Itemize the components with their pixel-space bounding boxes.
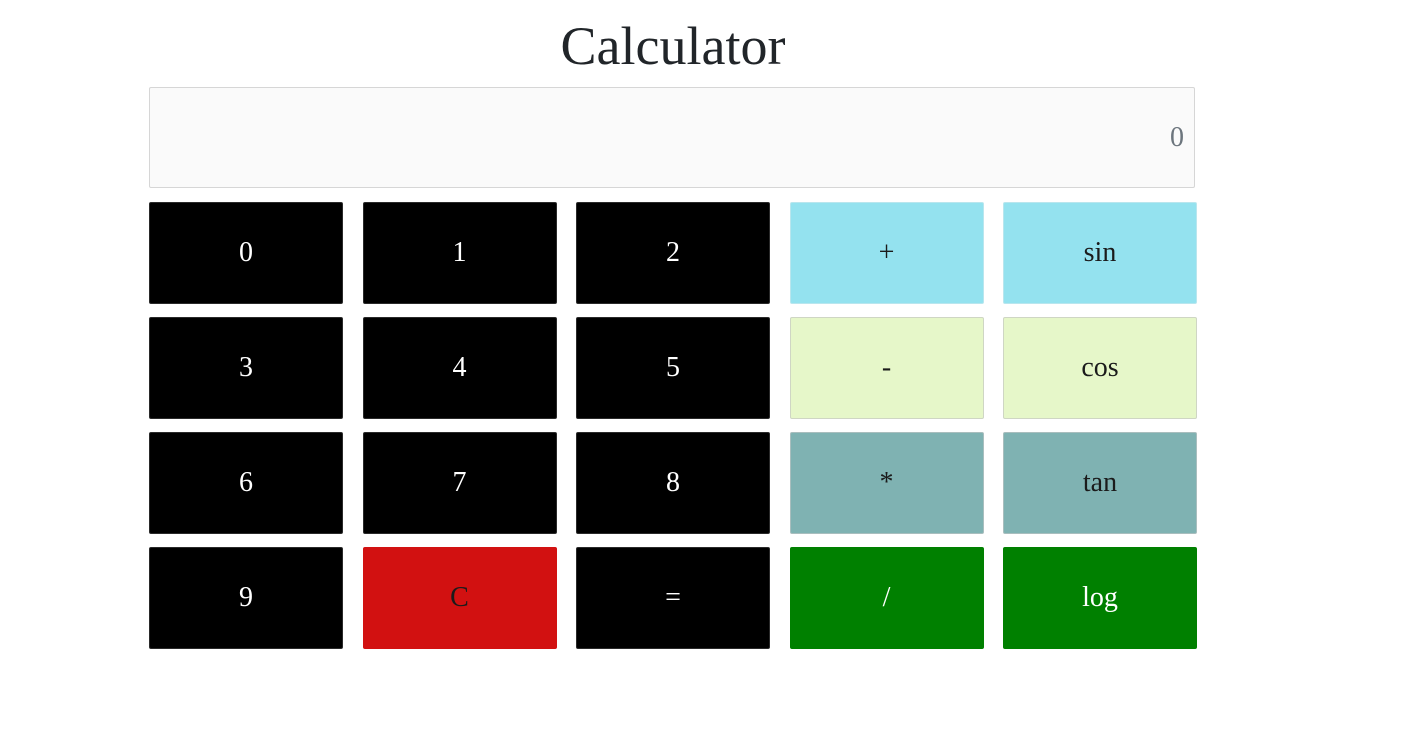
key-0[interactable]: 0 xyxy=(149,202,343,304)
key-3[interactable]: 3 xyxy=(149,317,343,419)
key-2[interactable]: 2 xyxy=(576,202,770,304)
key-9[interactable]: 9 xyxy=(149,547,343,649)
keypad: 0 1 2 + sin 3 4 5 - cos 6 7 8 * tan 9 C … xyxy=(149,202,1197,649)
key-equals[interactable]: = xyxy=(576,547,770,649)
key-4[interactable]: 4 xyxy=(362,317,557,419)
key-plus[interactable]: + xyxy=(789,202,984,304)
key-log[interactable]: log xyxy=(1003,547,1197,649)
key-8[interactable]: 8 xyxy=(576,432,770,534)
key-sin[interactable]: sin xyxy=(1003,202,1197,304)
key-multiply[interactable]: * xyxy=(789,432,984,534)
page-title: Calculator xyxy=(560,16,786,76)
key-cos[interactable]: cos xyxy=(1003,317,1197,419)
key-5[interactable]: 5 xyxy=(576,317,770,419)
key-divide[interactable]: / xyxy=(789,547,984,649)
key-6[interactable]: 6 xyxy=(149,432,343,534)
key-clear[interactable]: C xyxy=(362,547,557,649)
key-7[interactable]: 7 xyxy=(362,432,557,534)
key-minus[interactable]: - xyxy=(789,317,984,419)
result-display[interactable]: 0 xyxy=(149,87,1195,188)
key-1[interactable]: 1 xyxy=(362,202,557,304)
key-tan[interactable]: tan xyxy=(1003,432,1197,534)
